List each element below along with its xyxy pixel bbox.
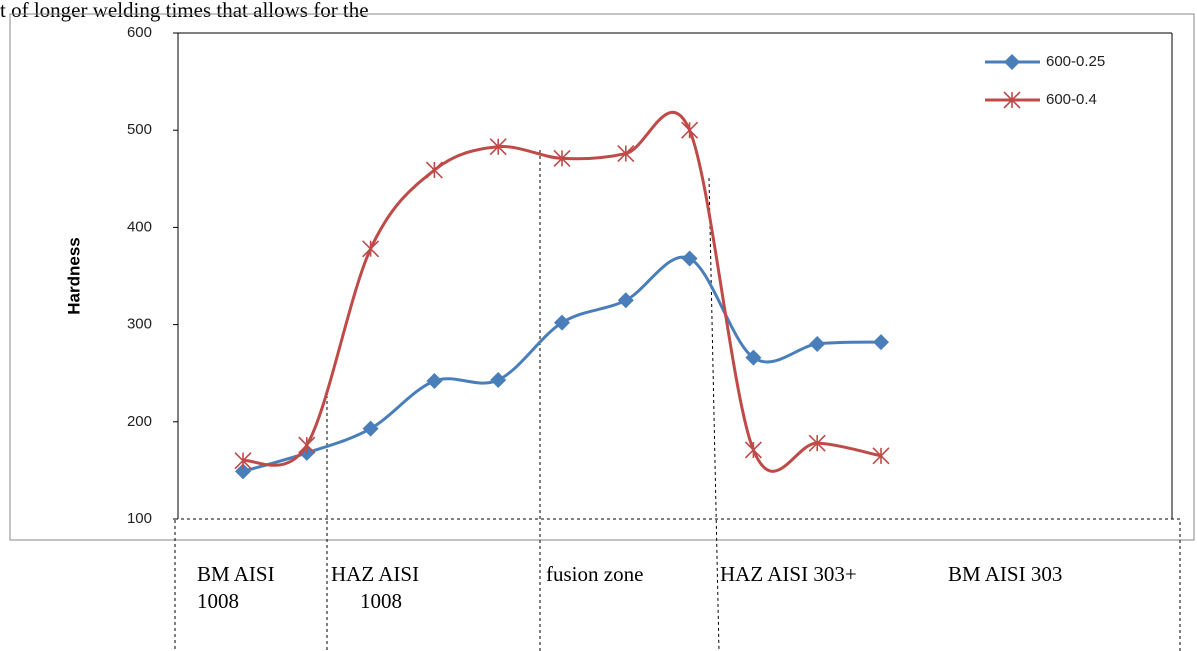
legend-marker	[1003, 91, 1021, 109]
y-tick-label: 200	[127, 413, 152, 430]
marker	[489, 138, 507, 156]
marker	[744, 441, 762, 459]
zone-table	[174, 150, 1181, 651]
marker	[808, 434, 826, 452]
y-tick-label: 100	[127, 510, 152, 527]
marker	[809, 336, 826, 353]
marker	[617, 292, 634, 309]
marker	[873, 334, 889, 351]
series-line	[242, 255, 882, 473]
legend-label: 600-0.25	[1046, 53, 1105, 70]
y-tick-label: 500	[127, 121, 152, 138]
y-tick-label: 300	[127, 316, 152, 333]
document-text: t of longer welding times that allows fo…	[0, 0, 369, 22]
marker	[298, 436, 316, 454]
y-tick-label: 600	[127, 24, 152, 41]
zone-label: BM AISI 1008	[197, 562, 275, 613]
marker	[490, 372, 507, 389]
zone-label: fusion zone	[546, 562, 643, 586]
chart-frame	[9, 13, 1195, 541]
marker	[362, 240, 380, 258]
marker	[426, 372, 443, 389]
marker	[235, 463, 251, 480]
zone-label: HAZ AISI 1008	[331, 562, 419, 613]
marker	[745, 349, 762, 366]
zone-label: HAZ AISI 303+	[720, 562, 857, 586]
marker	[617, 144, 635, 163]
marker	[553, 149, 571, 167]
legend-marker	[1004, 54, 1020, 70]
y-axis-label: Hardness	[64, 237, 83, 314]
marker	[425, 161, 443, 179]
marker	[554, 314, 570, 331]
y-tick-label: 400	[127, 218, 152, 235]
zone-label: BM AISI 303	[948, 562, 1062, 586]
marker	[872, 447, 890, 465]
marker	[681, 121, 699, 139]
marker	[362, 420, 379, 437]
legend-label: 600-0.4	[1046, 91, 1097, 108]
series-line	[242, 111, 882, 473]
marker	[234, 452, 252, 470]
marker	[681, 250, 698, 267]
